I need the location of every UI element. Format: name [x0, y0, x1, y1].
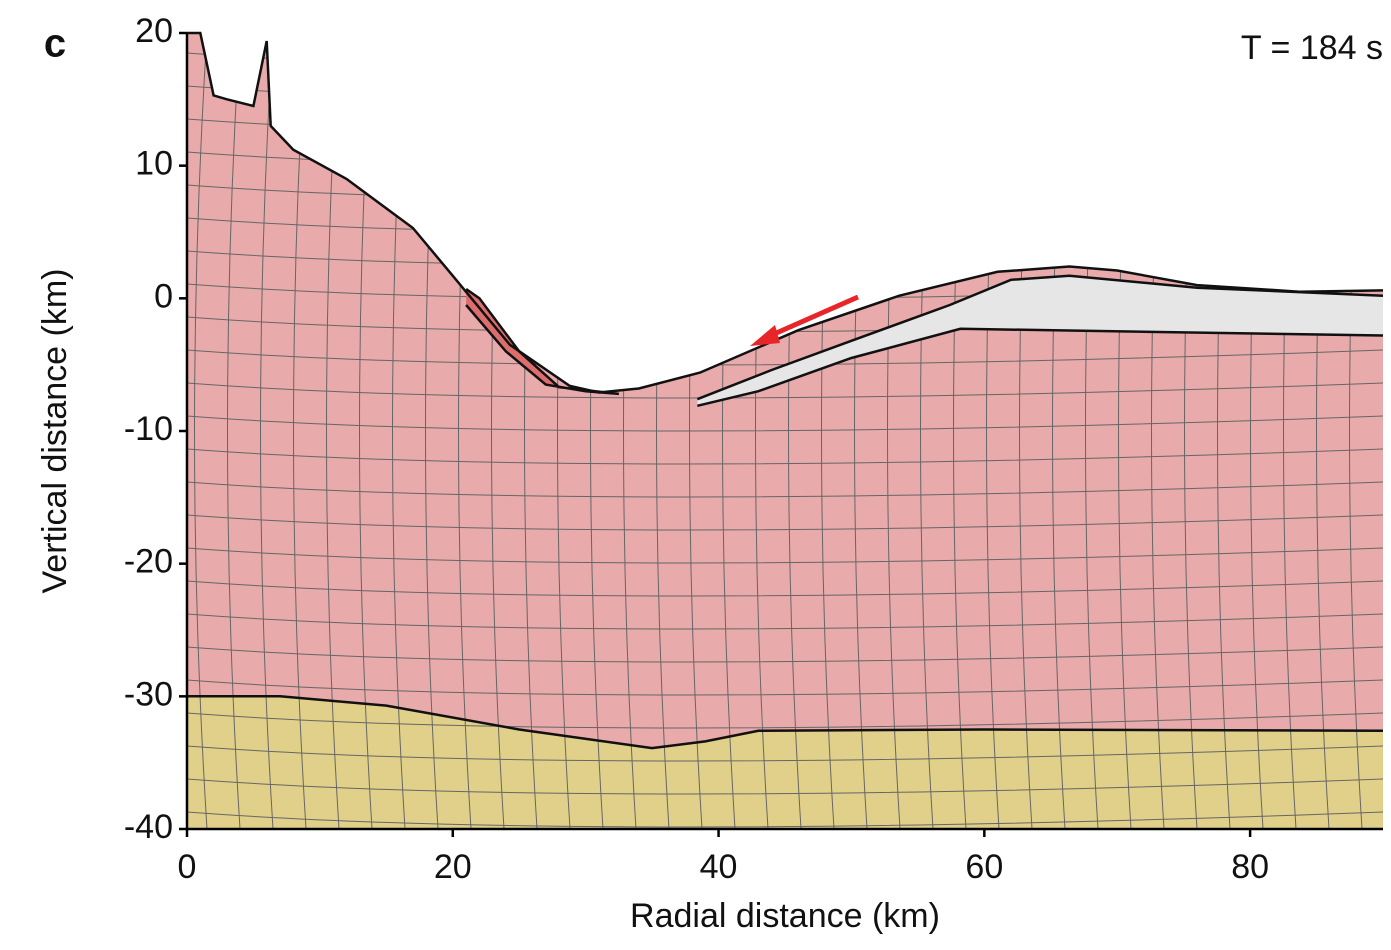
y-tick-label: -20	[124, 543, 173, 581]
mantle-fill	[187, 696, 1383, 829]
ejecta-fill	[697, 275, 1383, 406]
arrow	[763, 294, 860, 341]
mesh-line	[187, 119, 1383, 134]
mesh-line	[187, 86, 1383, 101]
mesh-line	[187, 514, 1383, 531]
mesh-line	[187, 415, 1383, 432]
mesh-line	[187, 778, 1383, 795]
boundary-line	[465, 287, 620, 396]
boundaries	[187, 31, 1384, 750]
mesh-line	[194, 696, 208, 829]
y-axis-label: Vertical distance (km)	[36, 269, 74, 594]
y-tick-label: 0	[154, 277, 173, 315]
mesh-line	[187, 613, 1383, 630]
mesh-line	[187, 118, 1383, 135]
boundary-line	[187, 695, 1384, 750]
mesh-line	[187, 85, 1383, 102]
mesh-line	[187, 580, 1383, 597]
mesh-line	[187, 52, 1383, 69]
mesh-line	[227, 696, 241, 829]
y-tick-label: 10	[135, 145, 173, 183]
x-tick-label: 60	[965, 848, 1003, 886]
x-axis-label: Radial distance (km)	[630, 897, 940, 935]
mesh-line	[187, 811, 1383, 828]
boundary-line	[696, 274, 1384, 401]
arrow-head	[750, 325, 780, 346]
mesh-line	[293, 696, 307, 829]
mesh-line	[187, 745, 1383, 762]
mesh-line	[326, 696, 340, 829]
mesh-line	[187, 679, 1383, 696]
mesh-line	[187, 646, 1383, 663]
y-tick-label: -40	[124, 808, 173, 846]
mesh-line	[187, 382, 1383, 399]
layers	[187, 33, 1383, 829]
mesh-line	[187, 152, 1383, 167]
x-tick-label: 80	[1231, 848, 1269, 886]
y-tick-label: -30	[124, 675, 173, 713]
x-tick-label: 0	[178, 848, 197, 886]
mesh-line	[187, 547, 1383, 564]
annotation: T = 184 s	[1241, 29, 1383, 67]
mesh-line	[392, 696, 406, 829]
mesh-line	[187, 53, 1383, 68]
mesh-line	[187, 481, 1383, 498]
x-tick-label: 40	[700, 848, 738, 886]
crust-fill	[187, 33, 1383, 749]
panel-label: c	[44, 22, 66, 66]
y-tick-label: 20	[135, 12, 173, 50]
mesh-line	[187, 151, 1383, 168]
mesh-line	[187, 448, 1383, 465]
mesh-line	[260, 696, 274, 829]
y-tick-label: -10	[124, 410, 173, 448]
x-tick-label: 20	[434, 848, 472, 886]
boundary-line	[697, 327, 1384, 408]
boundary-line	[187, 31, 1384, 394]
mesh-line	[359, 696, 373, 829]
